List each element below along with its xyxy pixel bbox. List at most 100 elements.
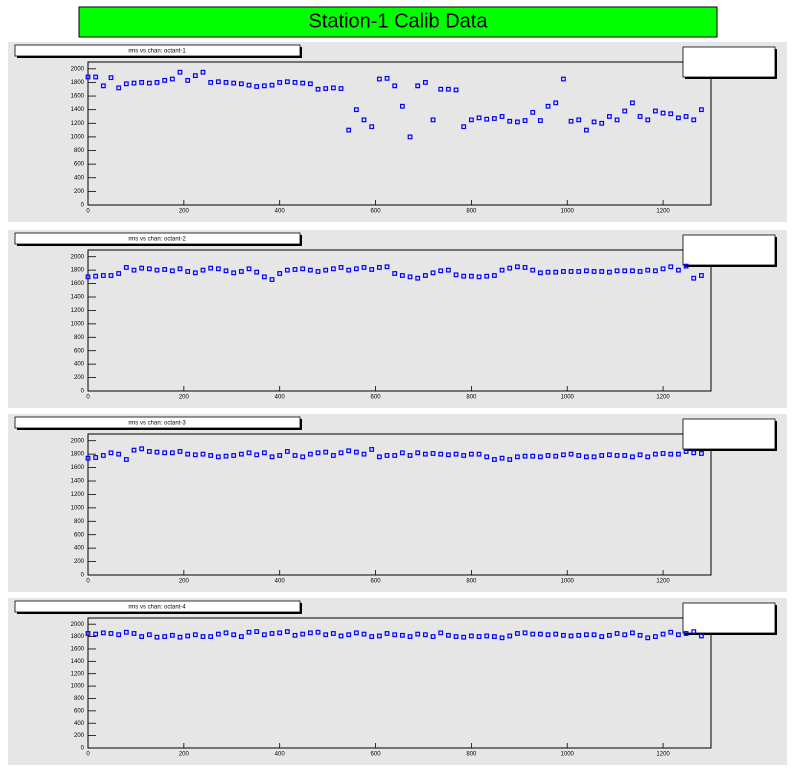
point	[284, 79, 290, 85]
x-tick-label: 1200	[656, 752, 670, 758]
point	[323, 86, 329, 91]
plot-frame	[87, 617, 712, 749]
point	[553, 453, 559, 459]
point	[583, 268, 589, 274]
point	[93, 631, 99, 637]
point	[476, 274, 482, 280]
point	[591, 632, 597, 638]
point	[507, 457, 513, 462]
point	[660, 110, 666, 116]
point	[461, 124, 467, 130]
point	[330, 85, 336, 91]
point	[307, 451, 313, 457]
x-tick-label: 0	[86, 209, 90, 215]
point	[468, 451, 474, 457]
point	[192, 632, 198, 638]
y-tick-label: 1200	[71, 671, 85, 677]
point	[246, 266, 252, 272]
x-tick-label: 0	[86, 579, 90, 585]
point	[614, 268, 620, 274]
point	[653, 268, 658, 274]
point	[430, 117, 436, 123]
point	[384, 75, 390, 81]
point	[231, 453, 237, 458]
point	[169, 76, 175, 82]
point	[691, 450, 697, 456]
point	[607, 452, 612, 458]
pad-title-box	[14, 600, 301, 613]
point	[622, 453, 628, 458]
point	[668, 111, 674, 117]
x-tick-label: 600	[371, 752, 382, 758]
point	[269, 82, 275, 88]
point	[499, 114, 505, 119]
y-tick-label: 200	[74, 375, 85, 381]
point	[300, 266, 306, 272]
point	[537, 631, 543, 637]
point	[591, 269, 597, 274]
point	[484, 454, 490, 460]
stats-box	[682, 418, 776, 450]
point	[568, 633, 574, 639]
point	[392, 453, 398, 458]
point	[346, 632, 352, 638]
point	[407, 453, 413, 458]
point	[530, 267, 536, 273]
title-box	[78, 6, 718, 38]
y-tick-label: 1400	[71, 659, 85, 665]
y-tick-label: 2000	[71, 66, 85, 72]
point	[208, 453, 214, 458]
point	[415, 631, 421, 637]
point	[630, 630, 635, 636]
point	[154, 80, 160, 85]
point	[407, 634, 413, 639]
x-tick-label: 400	[275, 752, 286, 758]
x-tick-label: 1000	[561, 579, 575, 585]
point	[676, 451, 681, 457]
point	[116, 85, 122, 91]
point	[223, 630, 229, 636]
point	[507, 633, 513, 639]
y-tick-label: 1000	[71, 505, 85, 511]
point	[568, 451, 574, 457]
point	[630, 454, 635, 460]
point	[277, 80, 283, 85]
point	[476, 634, 482, 639]
point	[300, 454, 306, 460]
pad-title: rms vs chan: octant-4	[128, 605, 186, 611]
point	[668, 629, 674, 635]
y-tick-label: 2000	[71, 438, 85, 444]
point	[445, 86, 451, 92]
point	[422, 451, 428, 457]
point	[399, 273, 405, 278]
x-tick-label: 400	[275, 209, 286, 215]
y-tick-label: 1800	[71, 268, 85, 274]
point	[514, 631, 520, 636]
point	[461, 453, 467, 458]
y-tick-label: 600	[74, 348, 85, 354]
point	[146, 632, 152, 638]
point	[269, 277, 275, 282]
y-tick-label: 1400	[71, 107, 85, 113]
point	[208, 634, 214, 639]
point	[254, 629, 260, 635]
point	[116, 271, 122, 276]
point	[530, 453, 536, 459]
point	[146, 80, 152, 86]
point	[177, 449, 183, 454]
point	[484, 273, 490, 279]
point	[591, 119, 597, 125]
point	[699, 273, 704, 278]
y-tick-label: 800	[74, 519, 85, 525]
point	[514, 119, 520, 125]
point	[315, 86, 321, 92]
point	[277, 453, 283, 458]
point	[353, 107, 359, 113]
point	[139, 634, 145, 639]
point	[461, 634, 467, 640]
y-tick-label: 200	[74, 559, 85, 565]
point	[330, 631, 336, 636]
point	[169, 632, 175, 638]
point	[131, 631, 137, 636]
point	[645, 454, 651, 460]
